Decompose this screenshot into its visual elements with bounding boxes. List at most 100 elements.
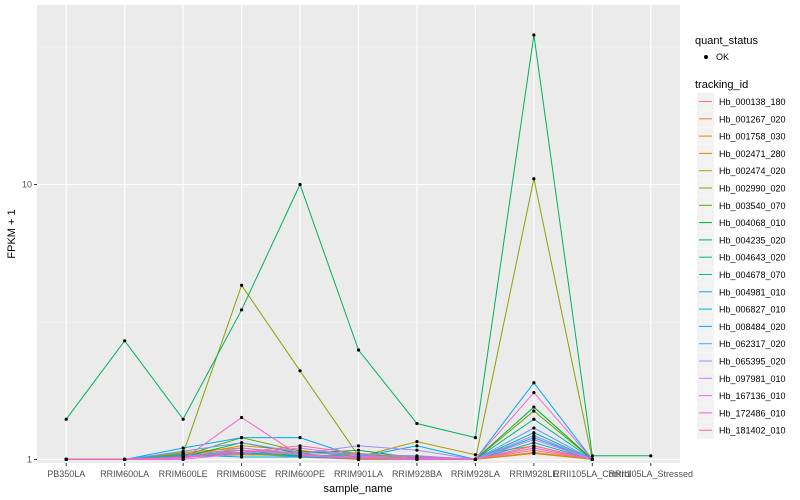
legend-label: Hb_001267_020 — [719, 114, 786, 124]
legend-shape-label: OK — [716, 52, 729, 62]
data-point — [415, 455, 419, 459]
x-tick-label: RRII105LA_Stressed — [608, 469, 693, 479]
data-point — [356, 348, 361, 352]
data-point — [532, 434, 536, 438]
legend-color-title: tracking_id — [695, 79, 748, 91]
legend-label: Hb_097981_010 — [719, 374, 786, 384]
data-point — [298, 454, 302, 458]
x-tick-label: RRIM600LA — [100, 469, 149, 479]
data-point — [532, 444, 536, 448]
legend-label: Hb_004235_020 — [719, 235, 786, 245]
data-point — [649, 454, 653, 458]
data-point — [532, 438, 536, 442]
data-point — [532, 405, 536, 409]
data-point — [123, 339, 127, 343]
data-point — [415, 440, 419, 444]
series-line-hb-181402-010 — [66, 445, 593, 460]
data-point — [473, 453, 478, 457]
legend-label: Hb_004068_010 — [719, 218, 786, 228]
legend-label: Hb_065395_020 — [719, 357, 786, 367]
x-axis-title: sample_name — [323, 483, 392, 495]
data-point — [181, 449, 185, 453]
data-point — [356, 448, 361, 452]
data-point — [239, 441, 244, 445]
x-tick-label: RRIM928LA — [451, 469, 500, 479]
data-point — [532, 33, 536, 37]
data-point — [532, 431, 536, 435]
data-point — [532, 441, 536, 445]
data-point — [415, 457, 419, 461]
series-line-hb-008484-020 — [66, 381, 593, 460]
data-point — [590, 457, 594, 461]
data-point — [532, 417, 536, 421]
legend-label: Hb_167136_010 — [719, 391, 786, 401]
legend-label: Hb_181402_010 — [719, 426, 786, 436]
data-point — [532, 448, 536, 452]
data-point — [298, 444, 302, 448]
legend-label: Hb_004981_010 — [719, 287, 786, 297]
data-point — [239, 415, 244, 420]
legend-shape-key — [704, 55, 708, 59]
data-point — [239, 283, 244, 287]
x-tick-label: RRIM600SE — [217, 469, 267, 479]
x-tick-label: RRIM600LE — [159, 469, 208, 479]
data-point — [181, 417, 185, 421]
data-point — [532, 177, 536, 181]
data-point — [181, 446, 185, 450]
data-point — [64, 457, 68, 461]
legend-label: Hb_001758_030 — [719, 132, 786, 142]
x-tick-label: RRII105LA_Control — [553, 469, 631, 479]
series-line-hb-002990-020 — [66, 178, 593, 460]
legend: quant_status OK tracking_id Hb_000138_18… — [695, 35, 786, 439]
data-point — [532, 381, 536, 385]
data-point — [123, 457, 127, 461]
legend-label: Hb_003540_070 — [719, 201, 786, 211]
data-point — [473, 436, 478, 440]
legend-label: Hb_008484_020 — [719, 322, 786, 332]
y-axis-title: FPKM + 1 — [6, 209, 18, 258]
data-point — [473, 457, 478, 461]
legend-label: Hb_002990_020 — [719, 184, 786, 194]
data-point — [532, 409, 536, 413]
legend-label: Hb_002474_020 — [719, 166, 786, 176]
x-tick-label: RRIM901LA — [334, 469, 383, 479]
legend-label: Hb_062317_020 — [719, 339, 786, 349]
data-point — [298, 369, 302, 373]
data-point — [356, 451, 361, 456]
data-point — [415, 448, 419, 452]
data-point — [298, 182, 302, 187]
data-point — [239, 448, 244, 452]
series-line-hb-172486-010 — [66, 391, 593, 460]
legend-label: Hb_172486_010 — [719, 408, 786, 418]
legend-label: Hb_004678_070 — [719, 270, 786, 280]
series-line-hb-167136-010 — [66, 447, 593, 460]
data-point — [239, 450, 244, 455]
data-point — [532, 426, 536, 430]
data-point — [64, 417, 68, 421]
data-point — [181, 455, 185, 459]
x-tick-label: RRIM928BA — [392, 469, 442, 479]
data-point — [356, 456, 361, 460]
data-point — [356, 444, 361, 448]
y-tick-label: 1 — [27, 454, 32, 464]
x-tick-label: RRIM600PE — [275, 469, 325, 479]
data-point — [415, 421, 419, 426]
data-point — [239, 436, 244, 440]
data-point — [181, 453, 185, 457]
legend-label: Hb_000138_180 — [719, 97, 786, 107]
data-point — [415, 444, 419, 448]
data-point — [532, 451, 536, 456]
data-point — [298, 436, 302, 440]
data-point — [181, 457, 185, 461]
y-tick-label: 10 — [22, 180, 32, 190]
legend-label: Hb_002471_280 — [719, 149, 786, 159]
series-line-hb-006827-010 — [66, 437, 593, 460]
data-point — [590, 454, 594, 458]
data-point — [239, 455, 244, 459]
data-point — [239, 446, 244, 450]
legend-shape-title: quant_status — [695, 35, 758, 47]
data-point — [239, 308, 244, 312]
legend-label: Hb_006827_010 — [719, 305, 786, 315]
x-tick-label: PB350LA — [47, 469, 85, 479]
